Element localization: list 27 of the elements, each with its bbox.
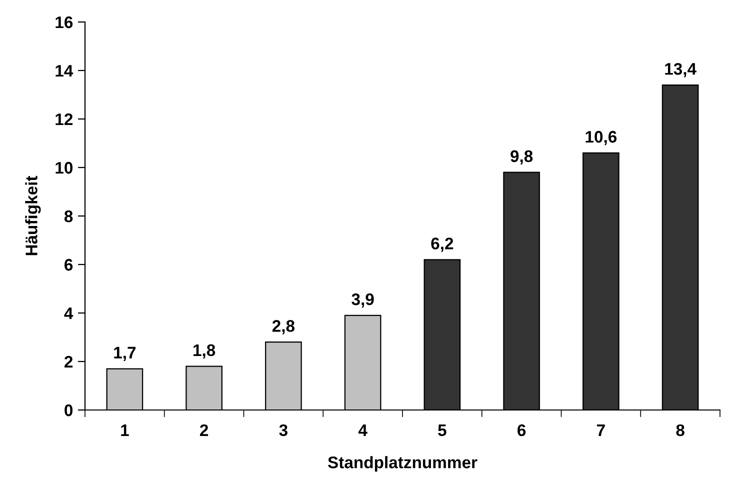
y-tick-label: 10 [56, 162, 73, 174]
x-tick-label: 5 [438, 424, 446, 436]
x-tick-label: 1 [121, 424, 129, 436]
data-label: 1,7 [114, 346, 136, 361]
x-tick-label: 2 [200, 424, 208, 436]
data-label: 3,9 [352, 293, 374, 308]
data-label: 10,6 [586, 130, 617, 146]
y-tick-label: 6 [64, 258, 73, 271]
x-axis-title: Standplatznummer [328, 456, 478, 472]
data-label: 6,2 [431, 238, 454, 252]
y-tick-label: 14 [56, 65, 74, 77]
x-tick-label: 7 [597, 424, 605, 436]
y-tick-label: 8 [64, 210, 73, 222]
y-tick-label: 0 [64, 404, 73, 416]
y-tick-label: 16 [56, 16, 73, 28]
x-tick-label: 3 [279, 424, 288, 436]
y-tick-label: 2 [64, 356, 73, 368]
data-label: 13,4 [665, 63, 696, 78]
x-tick-label: 4 [358, 424, 368, 436]
data-label: 1,8 [194, 344, 216, 359]
data-label: 9,8 [510, 150, 533, 165]
data-label: 2,8 [272, 320, 295, 334]
x-tick-label: 8 [676, 424, 684, 436]
y-tick-label: 12 [56, 113, 73, 126]
y-tick-label: 4 [64, 308, 74, 320]
x-tick-label: 6 [518, 424, 526, 436]
y-axis-title: Häufigkeit [25, 176, 41, 256]
